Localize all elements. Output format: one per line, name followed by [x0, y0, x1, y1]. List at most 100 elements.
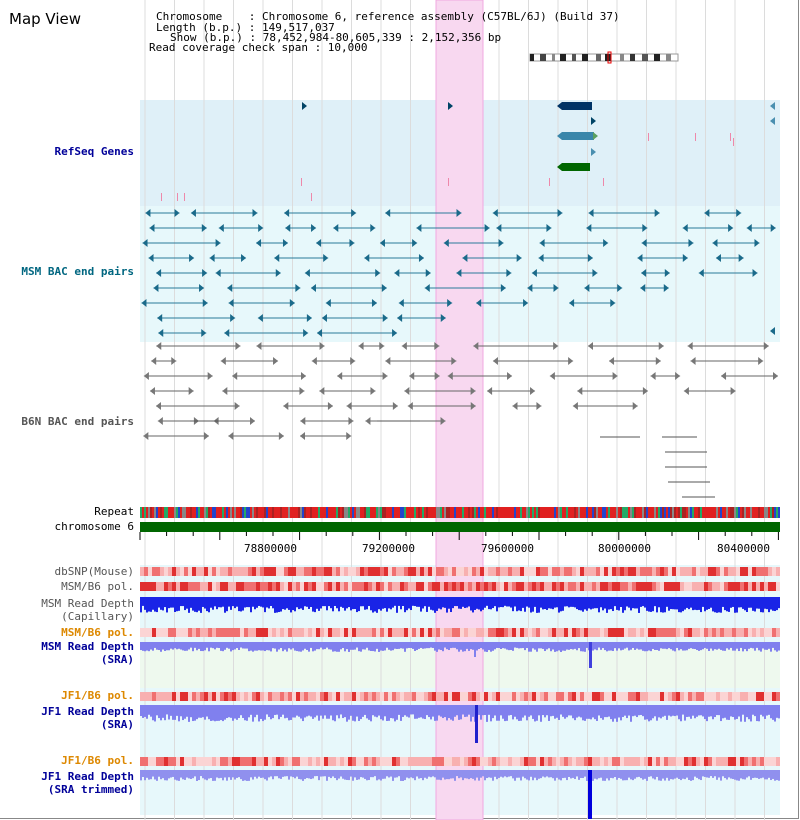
msm-bac-pair-end [637, 254, 643, 262]
dbsnp-cell [340, 567, 344, 576]
repeat-segment [198, 507, 200, 518]
dbsnp-cell [748, 567, 752, 576]
msm-pol2-cell [628, 628, 632, 637]
msm-capillary-bar [692, 597, 694, 611]
jf1-pol-cell [376, 692, 380, 701]
repeat-segment [578, 507, 580, 518]
msm-pol2-cell [524, 628, 528, 637]
msm-sra-bar [726, 642, 728, 649]
jf1-pol2-cell [364, 757, 368, 766]
msm-sra-bar [328, 642, 330, 650]
msm-capillary-bar [312, 597, 314, 612]
dbsnp-cell [648, 567, 652, 576]
repeat-segment [706, 507, 708, 518]
msm-pol-cell [336, 582, 340, 591]
jf1-pol2-cell [356, 757, 360, 766]
dbsnp-cell [568, 567, 572, 576]
msm-pol2-cell [752, 628, 756, 637]
msm-capillary-bar [310, 597, 312, 608]
msm-capillary-bar [524, 597, 526, 612]
msm-capillary-bar [700, 597, 702, 613]
msm-sra-bar [434, 642, 436, 651]
jf1-sra-bar [268, 705, 270, 717]
jf1-trimmed-bar [256, 770, 258, 779]
jf1-trimmed-bar [410, 770, 412, 778]
msm-sra-bar [518, 642, 520, 649]
msm-capillary-bar [280, 597, 282, 612]
repeat-segment [464, 507, 466, 518]
jf1-trimmed-bar [352, 770, 354, 781]
repeat-segment [748, 507, 750, 518]
msm-pol-cell [648, 582, 652, 591]
dbsnp-cell [624, 567, 628, 576]
msm-bac-pair-end [145, 209, 151, 217]
jf1-trimmed-bar [438, 770, 440, 780]
jf1-pol2-cell [640, 757, 644, 766]
msm-pol2-cell [256, 628, 260, 637]
msm-pol-cell [324, 582, 328, 591]
jf1-pol-cell [388, 692, 392, 701]
msm-sra-bar [342, 642, 344, 649]
track-label-jf1-b6-pol: JF1/B6 pol. [61, 689, 134, 702]
msm-pol-cell [588, 582, 592, 591]
msm-capillary-bar [364, 597, 366, 610]
jf1-sra-bar [270, 705, 272, 720]
b6n-bac-pair-end [507, 372, 513, 380]
msm-sra-bar [144, 642, 146, 652]
msm-capillary-bar [246, 597, 248, 608]
track-label-jf1-read-depth: JF1 Read Depth [41, 705, 134, 718]
jf1-trimmed-bar [568, 770, 570, 778]
repeat-segment [622, 507, 624, 518]
jf1-pol-cell [568, 692, 572, 701]
msm-pol-cell [476, 582, 480, 591]
jf1-pol2-cell [376, 757, 380, 766]
jf1-pol-cell [588, 692, 592, 701]
msm-sra-bar [376, 642, 378, 649]
jf1-sra-bar [358, 705, 360, 721]
jf1-trimmed-bar [634, 770, 636, 779]
jf1-sra-bar [708, 705, 710, 717]
jf1-trimmed-bar [418, 770, 420, 779]
ideogram-band [642, 54, 648, 61]
jf1-pol-cell [264, 692, 268, 701]
dbsnp-cell [344, 567, 348, 576]
repeat-segment [388, 507, 390, 518]
b6n-bac-pair-end [156, 342, 162, 350]
jf1-trimmed-bar [770, 770, 772, 781]
msm-sra-bar [222, 642, 224, 652]
jf1-pol2-cell [220, 757, 224, 766]
repeat-segment [188, 507, 190, 518]
msm-sra-bar [616, 642, 618, 651]
jf1-sra-bar [446, 705, 448, 721]
jf1-pol-cell [340, 692, 344, 701]
b6n-bac-pair-end [358, 342, 364, 350]
msm-pol2-cell [492, 628, 496, 637]
jf1-pol2-cell [156, 757, 160, 766]
msm-bac-pair-end [603, 239, 609, 247]
msm-bac-pair-end [148, 254, 154, 262]
msm-bac-pair-end [527, 284, 533, 292]
repeat-segment [212, 507, 214, 518]
jf1-pol-cell [612, 692, 616, 701]
msm-sra-bar [324, 642, 326, 650]
repeat-segment [194, 507, 196, 518]
msm-pol2-cell [368, 628, 372, 637]
jf1-sra-bar [458, 705, 460, 720]
jf1-sra-bar [648, 705, 650, 722]
repeat-segment [484, 507, 486, 518]
msm-capillary-bar [162, 597, 164, 611]
msm-pol-cell [748, 582, 752, 591]
repeat-segment [366, 507, 368, 518]
page-title: Map View [9, 10, 82, 28]
dbsnp-cell [500, 567, 504, 576]
msm-capillary-bar [146, 597, 148, 613]
repeat-segment [460, 507, 462, 518]
repeat-segment [318, 507, 320, 518]
jf1-sra-bar [290, 705, 292, 720]
jf1-trimmed-bar [732, 770, 734, 780]
dbsnp-cell [660, 567, 664, 576]
msm-capillary-bar [324, 597, 326, 607]
jf1-trimmed-bar [652, 770, 654, 779]
jf1-trimmed-bar [700, 770, 702, 781]
dbsnp-cell [140, 567, 144, 576]
